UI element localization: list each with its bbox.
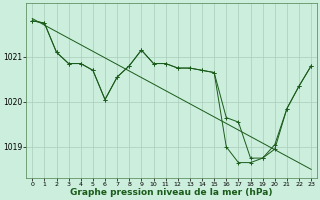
X-axis label: Graphe pression niveau de la mer (hPa): Graphe pression niveau de la mer (hPa)	[70, 188, 273, 197]
